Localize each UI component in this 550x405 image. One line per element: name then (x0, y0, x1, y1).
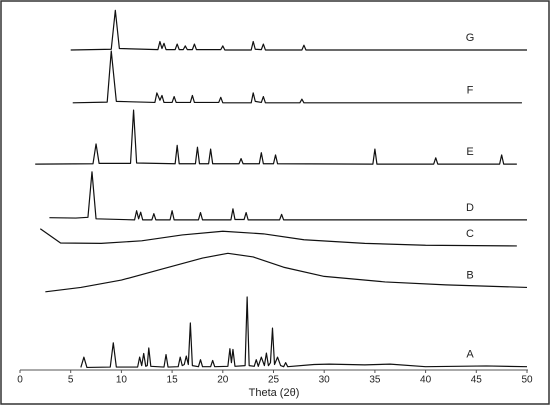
x-tick-label: 20 (217, 375, 229, 386)
trace-label: G (466, 32, 475, 44)
x-tick-label: 45 (471, 375, 483, 386)
x-tick-label: 10 (116, 375, 128, 386)
trace (39, 228, 517, 247)
trace-label: F (467, 85, 474, 97)
x-tick-label: 15 (167, 375, 179, 386)
trace-label: D (466, 202, 474, 214)
x-tick-label: 40 (420, 375, 432, 386)
trace (49, 171, 527, 221)
trace-label: E (466, 146, 473, 158)
x-axis-title: Theta (2θ) (249, 387, 300, 399)
trace (35, 109, 517, 165)
trace (72, 50, 522, 104)
x-tick-label: 25 (268, 375, 280, 386)
trace-label: B (466, 269, 473, 281)
trace-label: A (466, 349, 474, 361)
x-tick-label: 30 (319, 375, 331, 386)
x-tick-label: 50 (521, 375, 533, 386)
trace (70, 9, 527, 51)
trace (45, 252, 528, 293)
x-tick-label: 35 (369, 375, 381, 386)
x-tick-label: 5 (68, 375, 74, 386)
trace (80, 296, 528, 369)
trace-label: C (466, 228, 474, 240)
x-tick-label: 0 (17, 375, 23, 386)
